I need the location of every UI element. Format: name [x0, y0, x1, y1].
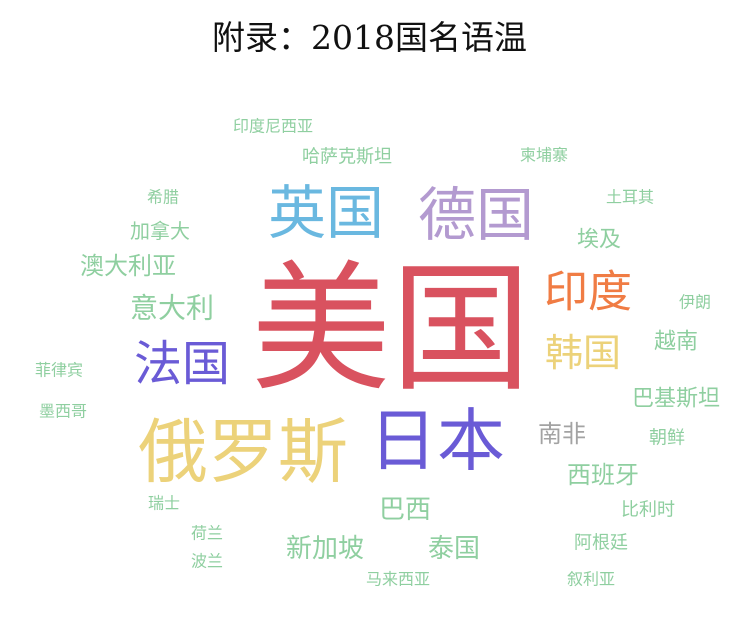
- word-cloud-label: 菲律宾: [35, 361, 83, 380]
- word-cloud-label: 巴基斯坦: [632, 387, 720, 412]
- word-cloud-label: 墨西哥: [39, 402, 87, 421]
- chart-title: 附录：2018国名语温: [212, 18, 527, 57]
- word-cloud-label: 新加坡: [286, 534, 364, 564]
- word-cloud-label: 印度: [544, 267, 632, 318]
- word-cloud-label: 瑞士: [148, 494, 180, 513]
- word-cloud-label: 比利时: [621, 500, 675, 521]
- word-cloud-label: 意大利: [130, 292, 214, 325]
- word-cloud-label: 马来西亚: [366, 570, 430, 589]
- word-cloud-label: 朝鲜: [649, 428, 685, 449]
- word-cloud-label: 德国: [418, 181, 534, 249]
- word-cloud-label: 伊朗: [679, 293, 711, 312]
- word-cloud-label: 俄罗斯: [138, 411, 348, 493]
- word-cloud-label: 英国: [268, 179, 384, 247]
- word-cloud-label: 土耳其: [606, 188, 654, 207]
- word-cloud-label: 日本: [369, 403, 505, 482]
- word-cloud-label: 阿根廷: [574, 533, 628, 554]
- word-cloud-label: 希腊: [147, 188, 179, 207]
- word-cloud-label: 印度尼西亚: [233, 117, 313, 136]
- word-cloud-label: 澳大利亚: [80, 252, 176, 280]
- word-cloud-label: 荷兰: [191, 524, 223, 543]
- word-cloud-label: 波兰: [191, 552, 223, 571]
- word-cloud-label: 南非: [538, 420, 586, 448]
- word-cloud-label: 加拿大: [130, 219, 190, 243]
- word-cloud-label: 叙利亚: [567, 570, 615, 589]
- word-cloud-label: 泰国: [428, 534, 480, 564]
- word-cloud-label: 美国: [251, 249, 531, 412]
- word-cloud-label: 法国: [134, 336, 230, 392]
- word-cloud-label: 哈萨克斯坦: [302, 147, 392, 168]
- word-cloud-label: 柬埔寨: [520, 146, 568, 165]
- word-cloud-label: 西班牙: [567, 461, 639, 489]
- word-cloud-label: 韩国: [545, 331, 621, 375]
- word-cloud-label: 越南: [654, 330, 698, 355]
- word-cloud-label: 埃及: [577, 228, 621, 253]
- word-cloud-label: 巴西: [379, 495, 431, 525]
